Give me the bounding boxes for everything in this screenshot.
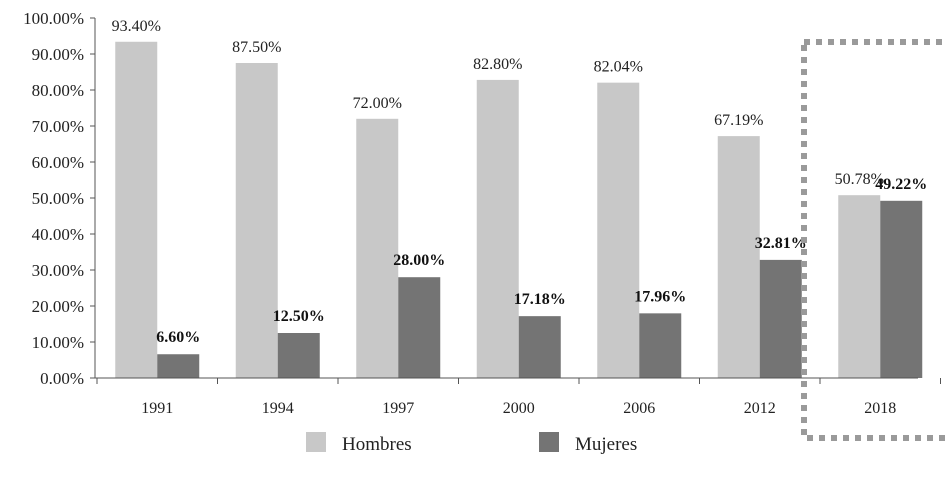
y-tick-label: 20.00%: [32, 297, 84, 316]
y-tick-label: 90.00%: [32, 45, 84, 64]
bars: [115, 41, 923, 379]
data-label-mujeres: 17.18%: [514, 291, 566, 308]
bar-mujeres-1991: [157, 354, 200, 378]
x-tick-label: 2006: [623, 400, 655, 417]
bar-hombres-2000: [476, 79, 519, 379]
bar-hombres-2018: [838, 195, 881, 378]
bar-mujeres-1997: [398, 277, 441, 378]
legend-label-mujeres: Mujeres: [575, 434, 637, 455]
y-tick-label: 0.00%: [40, 369, 84, 388]
x-axis: 1991 1994 1997 2000 2006 2012 2018: [95, 377, 941, 417]
y-tick-label: 40.00%: [32, 225, 84, 244]
data-label-hombres: 67.19%: [714, 112, 763, 129]
x-tick-label: 2018: [864, 400, 896, 417]
legend: Hombres Mujeres: [306, 432, 637, 455]
data-label-mujeres: 6.60%: [156, 329, 200, 346]
data-label-hombres: 82.80%: [473, 56, 522, 73]
y-tick-label: 70.00%: [32, 117, 84, 136]
data-label-hombres: 50.78%: [835, 171, 884, 188]
y-tick-label: 50.00%: [32, 189, 84, 208]
y-tick-label: 10.00%: [32, 333, 84, 352]
data-label-mujeres: 12.50%: [273, 308, 325, 325]
bar-mujeres-1994: [277, 333, 320, 378]
legend-label-hombres: Hombres: [342, 434, 412, 455]
bar-hombres-1997: [356, 118, 399, 379]
bar-hombres-1991: [115, 41, 158, 378]
highlight-box: [801, 39, 948, 441]
y-tick-label: 80.00%: [32, 81, 84, 100]
x-tick-label: 1991: [141, 400, 173, 417]
x-tick-label: 2000: [503, 400, 535, 417]
data-label-hombres: 82.04%: [594, 59, 643, 76]
x-tick-label: 2012: [744, 400, 776, 417]
legend-swatch-mujeres: [539, 432, 559, 452]
y-tick-label: 100.00%: [23, 9, 84, 28]
data-label-mujeres: 28.00%: [393, 252, 445, 269]
highlight-dotted-box: [801, 39, 948, 441]
bar-hombres-2006: [597, 82, 640, 378]
bar-mujeres-2012: [759, 259, 802, 378]
x-tick-label: 1997: [382, 400, 414, 417]
data-label-hombres: 93.40%: [112, 18, 161, 35]
y-tick-label: 60.00%: [32, 153, 84, 172]
data-label-mujeres: 32.81%: [755, 235, 807, 252]
bar-hombres-1994: [235, 63, 278, 378]
bar-mujeres-2018: [880, 200, 923, 378]
x-tick-label: 1994: [262, 400, 294, 417]
bar-hombres-2012: [717, 136, 760, 378]
data-label-mujeres: 17.96%: [634, 288, 686, 305]
data-label-mujeres: 49.22%: [875, 176, 927, 193]
bar-labels: 93.40% 6.60% 87.50% 12.50% 72.00% 28.00% 82.80…: [112, 18, 928, 346]
data-label-hombres: 72.00%: [353, 95, 402, 112]
y-axis: 0.00% 10.00% 20.00% 30.00% 40.00% 50.00% 60.00…: [23, 9, 96, 388]
legend-swatch-hombres: [306, 432, 326, 452]
bar-mujeres-2006: [639, 313, 682, 378]
data-label-hombres: 87.50%: [232, 39, 281, 56]
bar-mujeres-2000: [518, 316, 561, 378]
y-tick-label: 30.00%: [32, 261, 84, 280]
